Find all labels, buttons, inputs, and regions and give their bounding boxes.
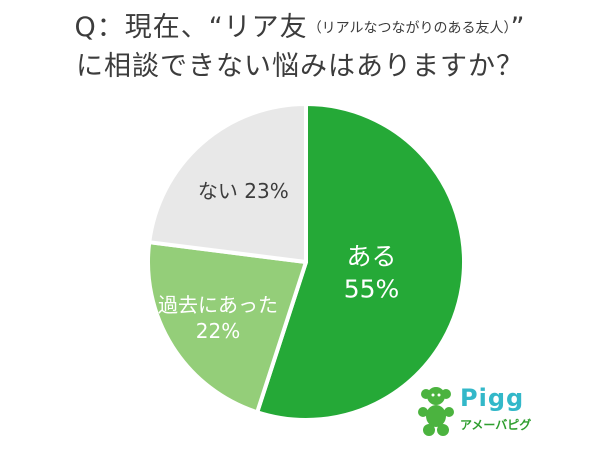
title-subnote: （リアルなつながりのある友人） <box>307 20 511 37</box>
pigg-figure-icon <box>418 387 454 436</box>
slice-value-label: 22% <box>196 319 240 343</box>
chart-title: Q：現在、“リア友（リアルなつながりのある友人）” に相談できない悩みはあります… <box>0 14 600 80</box>
pie-slices <box>146 102 466 422</box>
slice-value-label: 55% <box>344 274 400 303</box>
title-line-1: Q：現在、“リア友（リアルなつながりのある友人）” <box>0 14 600 41</box>
title-close-quote: ” <box>510 12 526 43</box>
pigg-wordmark: Pigg <box>460 384 525 412</box>
title-line-2: に相談できない悩みはありますか？ <box>76 51 524 82</box>
pigg-subtext: アメーバピグ <box>460 418 532 432</box>
slice-label: ある <box>346 242 396 271</box>
pie-slice <box>255 102 466 422</box>
pie-slice <box>146 240 308 415</box>
title-main: Q：現在、“リア友 <box>74 12 308 43</box>
pigg-logo: Pigg アメーバピグ <box>414 382 600 442</box>
slice-label: ない 23% <box>198 179 289 203</box>
slice-label: 過去にあった <box>158 293 278 317</box>
pie-slice <box>147 102 308 264</box>
